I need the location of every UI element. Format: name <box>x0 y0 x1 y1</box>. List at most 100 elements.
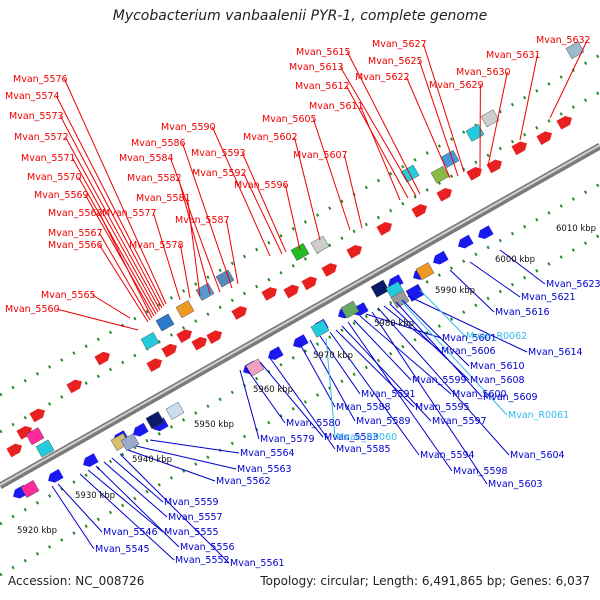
gene-label-mvan-5589: Mvan_5589 <box>356 416 411 427</box>
leader-line <box>418 60 459 177</box>
leader-line <box>177 177 211 295</box>
leader-line <box>71 157 159 313</box>
leader-line <box>111 457 164 503</box>
scale-tick-labels: 5920 kbp 5930 kbp 5940 kbp 5950 kbp 5960 kbp… <box>17 224 596 536</box>
gene-feature-box <box>25 427 45 446</box>
gene-label-mvan-5609: Mvan_5609 <box>483 392 538 403</box>
reverse-gene-arrow <box>458 234 474 249</box>
reverse-gene-arrow <box>433 250 449 265</box>
leader-line <box>359 105 401 201</box>
leader-line <box>186 197 201 297</box>
leader-line <box>259 361 324 438</box>
map-title: Mycobacterium vanbaalenii PYR-1, complet… <box>112 8 488 24</box>
leader-line <box>63 78 167 305</box>
gene-label-mvan-5545: Mvan_5545 <box>95 544 150 555</box>
leader-line <box>395 301 483 398</box>
leader-line <box>84 194 155 317</box>
gene-label-mvan-5599: Mvan_5599 <box>412 375 467 386</box>
leader-line <box>241 152 287 253</box>
forward-gene-arrow <box>176 329 192 343</box>
gene-label-mvan-5631: Mvan_5631 <box>486 50 541 61</box>
gene-feature-box <box>155 313 175 332</box>
gene-feature-box <box>480 109 500 128</box>
gene-label-mvan-5562: Mvan_5562 <box>216 476 271 487</box>
forward-gene-arrow <box>161 343 177 358</box>
leader-line <box>245 367 286 424</box>
gene-label-mvan-5601: Mvan_5601 <box>442 333 497 344</box>
gene-feature-box <box>140 332 160 350</box>
leader-line <box>325 337 336 438</box>
gene-label-mvan-5571: Mvan_5571 <box>21 153 76 164</box>
gene-label-mvan-5584: Mvan_5584 <box>119 153 174 164</box>
gene-label-mvan-5559: Mvan_5559 <box>164 497 219 508</box>
gene-label-mvan-5588: Mvan_5588 <box>336 402 391 413</box>
leader-line <box>309 339 356 422</box>
gene-label-mvan-5566: Mvan_5566 <box>48 240 103 251</box>
gene-label-mvan-r0060: Mvan_R0060 <box>336 432 397 443</box>
reverse-gene-arrow <box>48 469 64 483</box>
leader-line <box>343 154 363 229</box>
scale-tick-label: 6000 kbp <box>495 255 535 265</box>
gene-label-mvan-5570: Mvan_5570 <box>27 172 82 183</box>
gene-feature-box <box>390 290 410 309</box>
leader-line <box>119 453 230 564</box>
forward-gene-arrow <box>486 159 502 174</box>
forward-gene-arrow <box>261 287 277 301</box>
leader-line <box>469 261 521 298</box>
gene-label-mvan-5608: Mvan_5608 <box>470 375 525 386</box>
leader-line <box>293 136 321 241</box>
gene-label-mvan-5585: Mvan_5585 <box>336 444 391 455</box>
leader-line <box>339 66 417 197</box>
gene-label-mvan-5597: Mvan_5597 <box>432 416 487 427</box>
leader-line <box>401 299 470 367</box>
gene-label-mvan-5612: Mvan_5612 <box>295 81 350 92</box>
accession-label: Accession: NC_008726 <box>8 574 145 588</box>
gene-label-mvan-5587: Mvan_5587 <box>175 215 230 226</box>
gene-label-mvan-5583: Mvan_5583 <box>324 432 379 443</box>
gene-feature-box <box>340 300 360 319</box>
gene-label-mvan-5579: Mvan_5579 <box>260 434 315 445</box>
gene-feature-box <box>20 480 40 498</box>
leader-line <box>299 343 336 408</box>
gene-label-mvan-5607: Mvan_5607 <box>293 150 348 161</box>
leader-line <box>405 76 451 179</box>
gene-feature-box <box>165 401 185 420</box>
genome-backbone <box>0 142 600 490</box>
dotted-guide-lines <box>0 53 600 577</box>
gene-label-mvan-5595: Mvan_5595 <box>415 402 470 413</box>
leader-line <box>57 483 103 533</box>
gene-label-mvan-5574: Mvan_5574 <box>5 91 60 102</box>
forward-gene-arrow <box>29 408 45 423</box>
forward-gene-arrow <box>16 426 32 440</box>
gene-label-mvan-5563: Mvan_5563 <box>237 464 292 475</box>
gene-label-mvan-5615: Mvan_5615 <box>296 47 351 58</box>
leader-line <box>149 439 240 454</box>
reverse-gene-arrow <box>478 225 494 239</box>
leader-line <box>77 176 157 315</box>
leader-line <box>135 445 237 470</box>
scale-tick-label: 5960 kbp <box>253 385 293 395</box>
leader-line <box>341 325 432 422</box>
gene-label-mvan-5573: Mvan_5573 <box>9 111 64 122</box>
gene-label-mvan-5561: Mvan_5561 <box>230 558 285 569</box>
leader-line <box>225 219 239 285</box>
leader-line <box>549 39 588 119</box>
forward-gene-arrow <box>206 330 222 344</box>
leader-line <box>329 331 420 456</box>
gene-feature-box <box>145 411 165 430</box>
dotted-track-line <box>0 90 600 434</box>
leader-line <box>51 485 95 550</box>
gene-label-mvan-5622: Mvan_5622 <box>355 72 410 83</box>
leader-line <box>389 303 470 381</box>
gene-label-mvan-5625: Mvan_5625 <box>368 56 423 67</box>
gene-label-mvan-5605: Mvan_5605 <box>262 114 317 125</box>
forward-gene-arrow <box>146 358 162 372</box>
gene-label-mvan-5568: Mvan_5568 <box>48 208 103 219</box>
leader-line <box>347 321 453 472</box>
gene-label-mvan-r0061: Mvan_R0061 <box>508 410 569 421</box>
gene-label-mvan-5567: Mvan_5567 <box>48 228 103 239</box>
gene-label-mvan-5598: Mvan_5598 <box>453 466 508 477</box>
forward-gene-arrow <box>6 443 22 458</box>
